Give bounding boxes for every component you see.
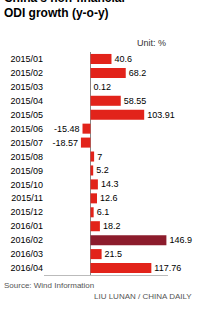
svg-text:LIU LUNAN / CHINA DAILY: LIU LUNAN / CHINA DAILY	[94, 292, 192, 301]
svg-text:China's non-financialODI growt: China's non-financialODI growth (y-o-y)	[4, 0, 125, 20]
svg-text:18.2: 18.2	[103, 221, 121, 231]
svg-text:146.9: 146.9	[169, 235, 192, 245]
svg-text:117.76: 117.76	[154, 263, 181, 273]
svg-text:2016/03: 2016/03	[10, 249, 43, 259]
svg-text:14.3: 14.3	[101, 179, 119, 189]
svg-text:2015/12: 2015/12	[10, 207, 43, 217]
svg-text:7: 7	[97, 152, 102, 162]
svg-text:2015/08: 2015/08	[10, 152, 43, 162]
svg-text:0.12: 0.12	[94, 82, 112, 92]
svg-text:58.55: 58.55	[124, 96, 147, 106]
svg-text:2016/02: 2016/02	[10, 235, 43, 245]
svg-text:2015/11: 2015/11	[11, 193, 43, 203]
svg-text:21.5: 21.5	[105, 249, 123, 259]
svg-text:2015/10: 2015/10	[10, 180, 43, 190]
svg-text:Unit: %: Unit: %	[137, 38, 166, 48]
svg-text:6.1: 6.1	[97, 207, 110, 217]
svg-text:2016/01: 2016/01	[10, 221, 43, 231]
svg-text:2015/09: 2015/09	[10, 166, 43, 176]
svg-text:103.91: 103.91	[147, 110, 175, 120]
svg-text:5.2: 5.2	[96, 165, 109, 175]
svg-text:-15.48: -15.48	[54, 124, 80, 134]
svg-text:2015/07: 2015/07	[10, 138, 43, 148]
svg-text:2015/03: 2015/03	[10, 82, 43, 92]
svg-text:40.6: 40.6	[114, 54, 132, 64]
svg-text:2015/02: 2015/02	[10, 68, 43, 78]
svg-text:2015/06: 2015/06	[10, 124, 43, 134]
svg-text:2015/05: 2015/05	[10, 110, 43, 120]
svg-text:2015/04: 2015/04	[10, 96, 43, 106]
svg-text:12.6: 12.6	[100, 193, 118, 203]
svg-text:-18.57: -18.57	[52, 138, 78, 148]
svg-text:2015/01: 2015/01	[10, 54, 43, 64]
svg-text:68.2: 68.2	[129, 68, 147, 78]
svg-text:2016/04: 2016/04	[10, 263, 43, 273]
svg-text:Source: Wind Information: Source: Wind Information	[4, 281, 94, 290]
